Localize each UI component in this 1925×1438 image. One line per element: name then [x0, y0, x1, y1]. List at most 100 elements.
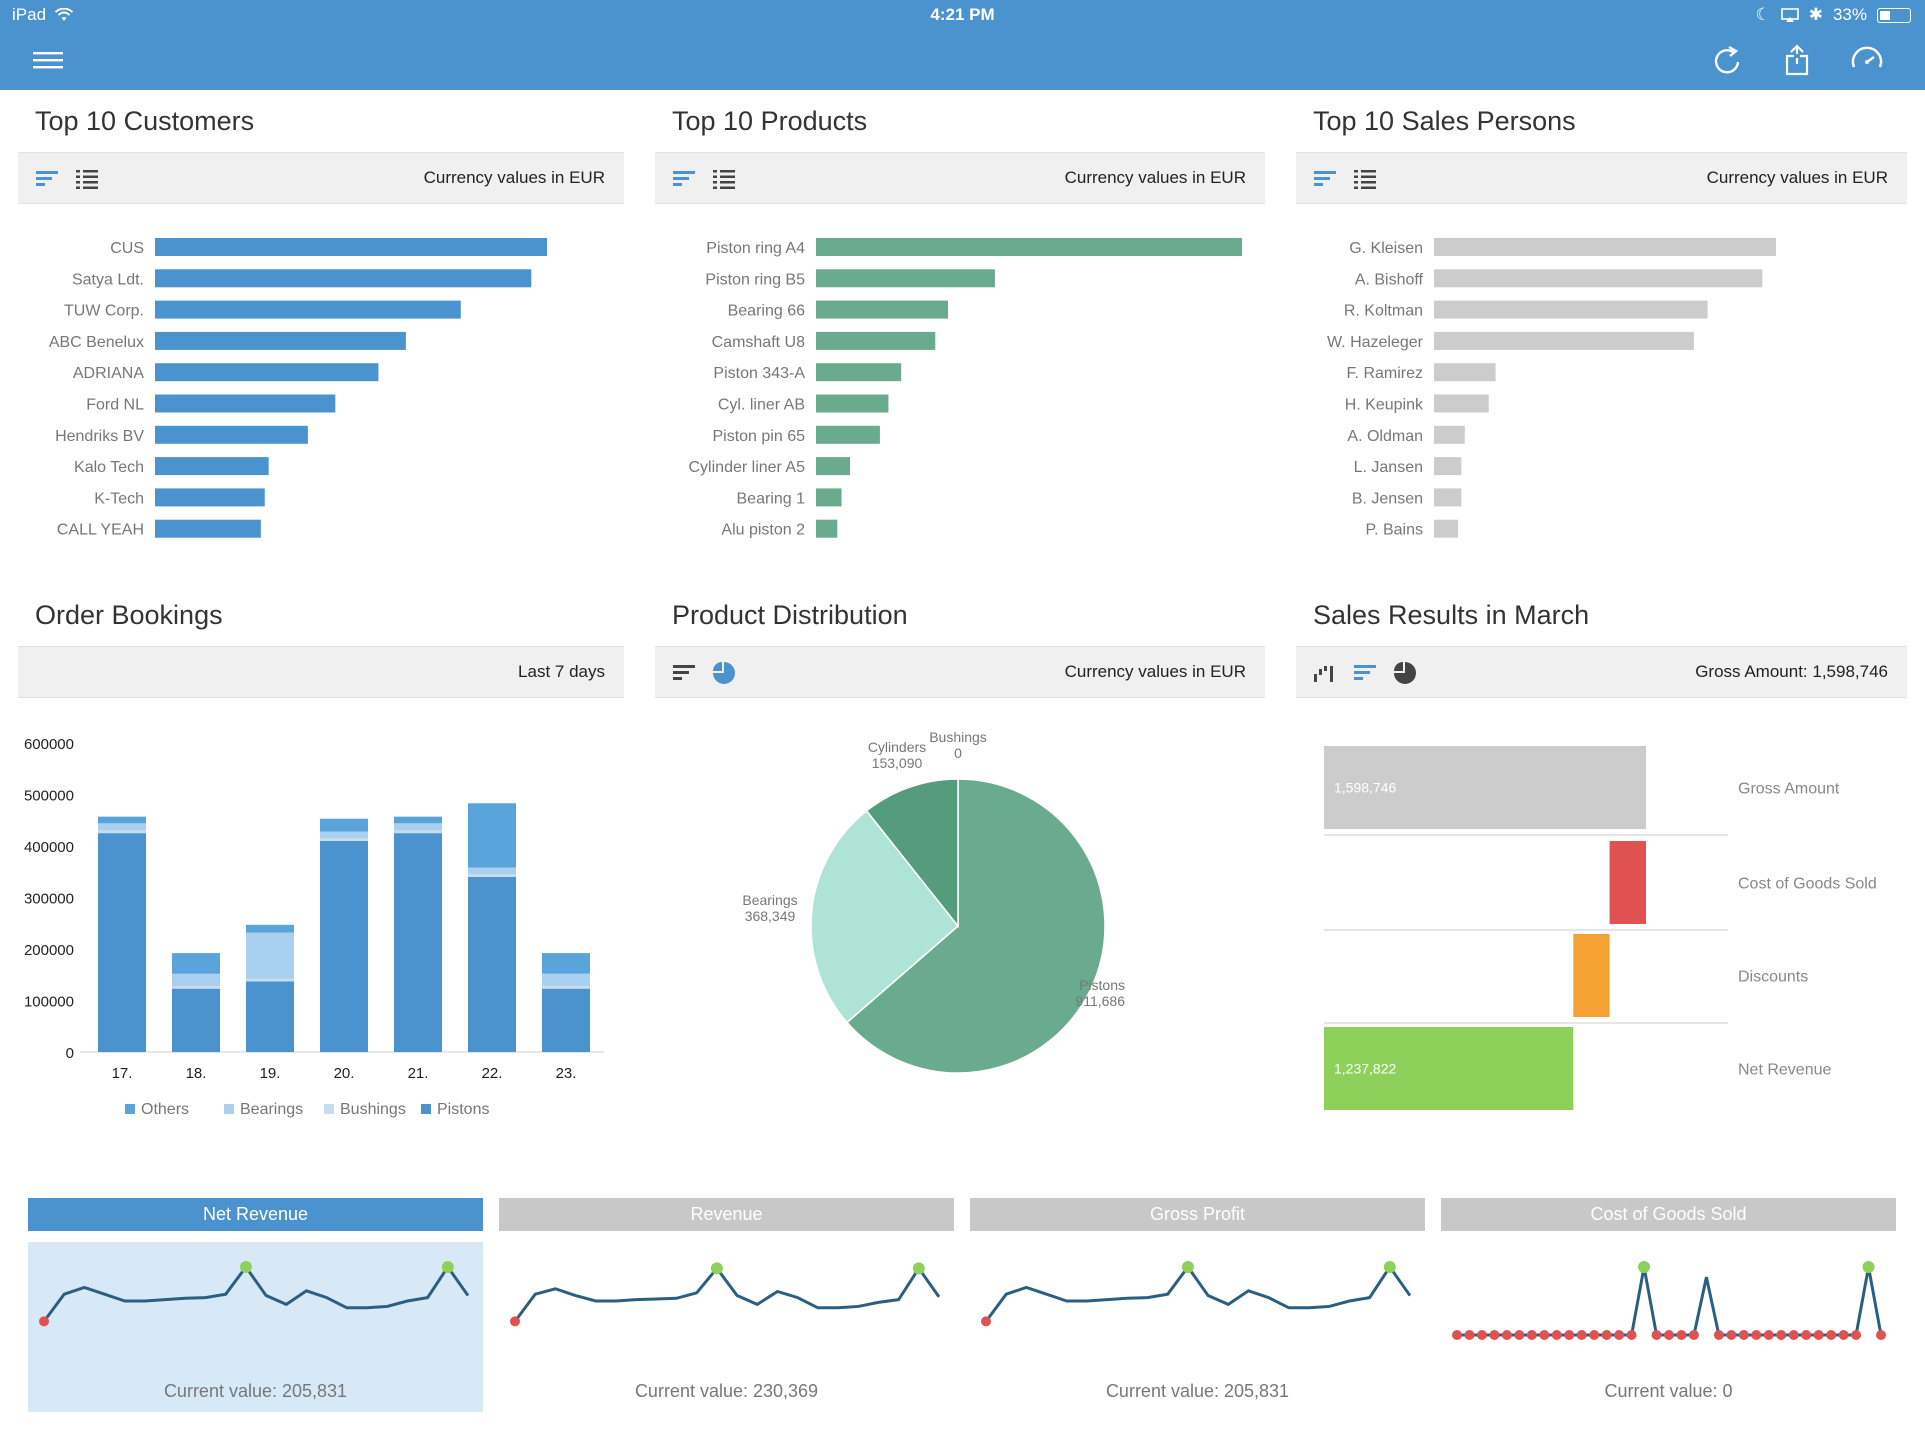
stack-segment[interactable] [320, 840, 368, 1052]
stack-segment[interactable] [246, 924, 294, 933]
bar[interactable] [155, 363, 379, 382]
list-icon[interactable] [74, 166, 100, 192]
bar[interactable] [155, 300, 461, 319]
refresh-icon[interactable] [1709, 43, 1745, 77]
speedometer-icon[interactable] [1849, 43, 1885, 77]
period-note[interactable]: Last 7 days [518, 662, 605, 681]
bar[interactable] [816, 457, 851, 476]
bar[interactable] [1434, 394, 1489, 413]
waterfall-chart-icon[interactable] [1312, 660, 1338, 686]
bar[interactable] [155, 457, 269, 476]
sparkline-min-point [39, 1316, 49, 1327]
bar[interactable] [1434, 300, 1708, 319]
bar[interactable] [816, 519, 838, 538]
legend-label[interactable]: Pistons [437, 1101, 489, 1118]
pie-slice[interactable] [845, 778, 1106, 1074]
stack-segment[interactable] [542, 988, 590, 1052]
stack-segment[interactable] [246, 981, 294, 1052]
stack-segment[interactable] [542, 986, 590, 989]
stack-segment[interactable] [542, 973, 590, 987]
sparkline-min-point [1651, 1330, 1662, 1340]
stack-segment[interactable] [320, 838, 368, 841]
pie-slice[interactable] [865, 778, 959, 929]
legend-swatch [421, 1104, 431, 1114]
status-time: 4:21 PM [930, 5, 995, 24]
sort-bars-icon[interactable] [1352, 660, 1378, 686]
stack-segment[interactable] [172, 953, 220, 974]
waterfall-bar[interactable] [1609, 841, 1646, 924]
kpi-sparkline-area[interactable] [1441, 1242, 1896, 1412]
stack-segment[interactable] [468, 803, 516, 868]
stack-segment[interactable] [98, 833, 146, 1052]
kpi-tab[interactable]: Gross Profit [970, 1198, 1425, 1231]
stack-segment[interactable] [394, 830, 442, 834]
kpi-tab[interactable]: Cost of Goods Sold [1441, 1198, 1896, 1231]
bar[interactable] [1434, 457, 1462, 476]
bar[interactable] [1434, 519, 1458, 538]
stack-segment[interactable] [394, 823, 442, 831]
bar[interactable] [155, 488, 265, 507]
list-icon[interactable] [711, 166, 737, 192]
bar[interactable] [816, 394, 889, 413]
kpi-sparkline-area[interactable] [28, 1242, 483, 1412]
bar[interactable] [1434, 363, 1496, 382]
bar[interactable] [1434, 238, 1776, 256]
stack-segment[interactable] [468, 867, 516, 875]
stack-segment[interactable] [246, 932, 294, 979]
bar[interactable] [1434, 425, 1465, 444]
bar[interactable] [155, 269, 532, 288]
bar[interactable] [1434, 331, 1694, 350]
legend-label[interactable]: Bushings [340, 1101, 406, 1118]
waterfall-bar[interactable] [1324, 746, 1646, 829]
salespersons-title: Top 10 Sales Persons [1313, 106, 1576, 136]
kpi-sparkline-area[interactable] [499, 1242, 954, 1412]
kpi-tab[interactable]: Revenue [499, 1198, 954, 1231]
bar[interactable] [155, 425, 308, 444]
stack-segment[interactable] [172, 973, 220, 987]
legend-label[interactable]: Others [141, 1101, 189, 1118]
bar-label: Piston pin 65 [712, 428, 805, 445]
bar[interactable] [816, 331, 936, 350]
pie-chart-icon[interactable] [1392, 660, 1418, 686]
bar[interactable] [155, 519, 261, 538]
slice-name-label: Bearings [742, 892, 797, 908]
stack-segment[interactable] [468, 876, 516, 1052]
sort-bars-icon[interactable] [671, 660, 697, 686]
stack-segment[interactable] [98, 830, 146, 834]
bar[interactable] [155, 331, 406, 350]
bar[interactable] [816, 300, 949, 319]
stack-segment[interactable] [542, 953, 590, 974]
kpi-tab[interactable]: Net Revenue [28, 1198, 483, 1231]
stack-segment[interactable] [468, 874, 516, 877]
sort-bars-icon[interactable] [1312, 166, 1338, 192]
waterfall-bar[interactable] [1573, 934, 1610, 1017]
stack-segment[interactable] [246, 978, 294, 982]
legend-label[interactable]: Bearings [240, 1101, 303, 1118]
stack-segment[interactable] [394, 833, 442, 1052]
stack-segment[interactable] [394, 816, 442, 824]
bar[interactable] [1434, 269, 1763, 288]
bar[interactable] [155, 394, 336, 413]
bar[interactable] [816, 363, 902, 382]
kpi-sparkline-area[interactable] [970, 1242, 1425, 1412]
hamburger-menu-icon[interactable] [30, 43, 66, 77]
stack-segment[interactable] [98, 823, 146, 831]
waterfall-bar[interactable] [1324, 1027, 1574, 1110]
stack-segment[interactable] [172, 988, 220, 1052]
pie-slice[interactable] [810, 809, 960, 1024]
stack-segment[interactable] [320, 818, 368, 832]
sort-bars-icon[interactable] [34, 166, 60, 192]
stack-segment[interactable] [320, 831, 368, 839]
pie-chart-icon[interactable] [711, 660, 737, 686]
sort-bars-icon[interactable] [671, 166, 697, 192]
stack-segment[interactable] [98, 816, 146, 824]
list-icon[interactable] [1352, 166, 1378, 192]
share-icon[interactable] [1779, 43, 1815, 77]
bar[interactable] [816, 238, 1242, 256]
stack-segment[interactable] [172, 986, 220, 989]
bar[interactable] [816, 269, 995, 288]
bar[interactable] [816, 488, 842, 507]
bar[interactable] [816, 425, 880, 444]
bar[interactable] [155, 238, 547, 256]
bar[interactable] [1434, 488, 1462, 507]
